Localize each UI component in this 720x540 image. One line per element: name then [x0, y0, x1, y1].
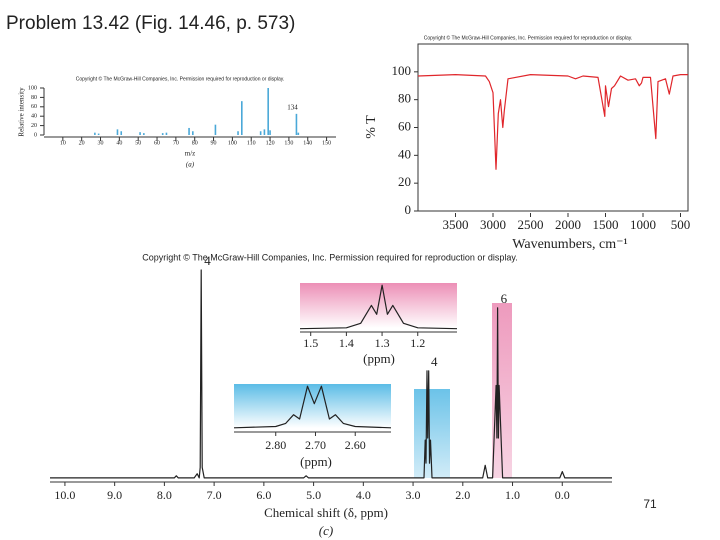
x-tick-label: 50	[135, 140, 141, 146]
x-tick-label: 90	[211, 140, 217, 146]
x-tick-label: 1.5	[303, 336, 318, 350]
x-tick-label: 130	[284, 140, 293, 146]
x-tick-label: 30	[98, 140, 104, 146]
x-tick-label: 3500	[443, 217, 469, 232]
x-tick-label: 7.0	[207, 488, 222, 502]
spectrum-line	[50, 269, 612, 479]
x-axis-label: Chemical shift (δ, ppm)	[264, 505, 388, 520]
x-tick-label: 5.0	[306, 488, 321, 502]
x-tick-label: 110	[247, 140, 256, 146]
y-tick-label: 40	[31, 114, 37, 120]
spectrum-line	[233, 385, 392, 429]
y-tick-label: 80	[398, 91, 411, 106]
x-axis-label: (ppm)	[363, 351, 395, 366]
annotation: 4	[431, 354, 438, 369]
x-tick-label: 3.0	[406, 488, 421, 502]
y-tick-label: 40	[398, 146, 411, 161]
x-tick-label: 10.0	[54, 488, 75, 502]
caption: (a)	[186, 161, 195, 169]
x-tick-label: 100	[228, 140, 237, 146]
x-tick-label: 140	[303, 140, 312, 146]
x-tick-label: 10	[60, 140, 66, 146]
y-tick-label: 60	[398, 118, 411, 133]
y-tick-label: 20	[398, 174, 411, 189]
x-tick-label: 2.60	[345, 438, 366, 452]
y-tick-label: 0	[34, 132, 37, 138]
y-tick-label: 0	[405, 202, 412, 217]
x-tick-label: 150	[322, 140, 331, 146]
x-axis-label: m/z	[185, 150, 196, 158]
x-tick-label: 2.80	[265, 438, 286, 452]
y-tick-label: 100	[28, 85, 37, 91]
x-tick-label: 4.0	[356, 488, 371, 502]
x-tick-label: 0.0	[555, 488, 570, 502]
x-tick-label: 20	[79, 140, 85, 146]
x-tick-label: 2.70	[305, 438, 326, 452]
chart-title: Copyright © The McGraw-Hill Companies, I…	[142, 252, 517, 262]
spectrum-line	[299, 284, 458, 330]
x-tick-label: 8.0	[157, 488, 172, 502]
x-tick-label: 6.0	[256, 488, 271, 502]
y-tick-label: 80	[31, 95, 37, 101]
chart-title: Copyright © The McGraw-Hill Companies, I…	[424, 34, 633, 41]
x-tick-label: 1500	[593, 217, 619, 232]
annotation: 134	[287, 103, 298, 111]
x-tick-label: 70	[173, 140, 179, 146]
y-axis-label: Relative intensity	[18, 87, 26, 137]
page-number: 71	[643, 497, 657, 511]
x-tick-label: 500	[671, 217, 691, 232]
plot-frame	[417, 43, 689, 212]
x-tick-label: 120	[266, 140, 275, 146]
x-tick-label: 1.3	[375, 336, 390, 350]
y-tick-label: 20	[31, 123, 37, 129]
x-tick-label: 60	[154, 140, 160, 146]
y-tick-label: 100	[392, 63, 412, 78]
y-axis-label: % T	[364, 115, 379, 139]
y-tick-label: 60	[31, 104, 37, 110]
x-tick-label: 1000	[630, 217, 656, 232]
spectrum-line	[417, 74, 688, 170]
caption: (c)	[319, 523, 333, 538]
x-axis-label: Wavenumbers, cm⁻¹	[512, 237, 627, 252]
x-tick-label: 3000	[480, 217, 506, 232]
x-tick-label: 2.0	[455, 488, 470, 502]
x-tick-label: 1.0	[505, 488, 520, 502]
annotation: 4	[204, 253, 211, 268]
x-tick-label: 9.0	[107, 488, 122, 502]
annotation: 6	[501, 291, 508, 306]
slide-title: Problem 13.42 (Fig. 14.46, p. 573)	[6, 13, 295, 34]
x-tick-label: 1.2	[410, 336, 425, 350]
x-tick-label: 2000	[555, 217, 581, 232]
chart-title: Copyright © The McGraw-Hill Companies, I…	[76, 75, 285, 82]
x-tick-label: 2500	[518, 217, 544, 232]
x-axis-label: (ppm)	[300, 454, 332, 469]
x-tick-label: 80	[192, 140, 198, 146]
x-tick-label: 1.4	[339, 336, 354, 350]
inset-bg	[234, 384, 391, 428]
x-tick-label: 40	[116, 140, 122, 146]
